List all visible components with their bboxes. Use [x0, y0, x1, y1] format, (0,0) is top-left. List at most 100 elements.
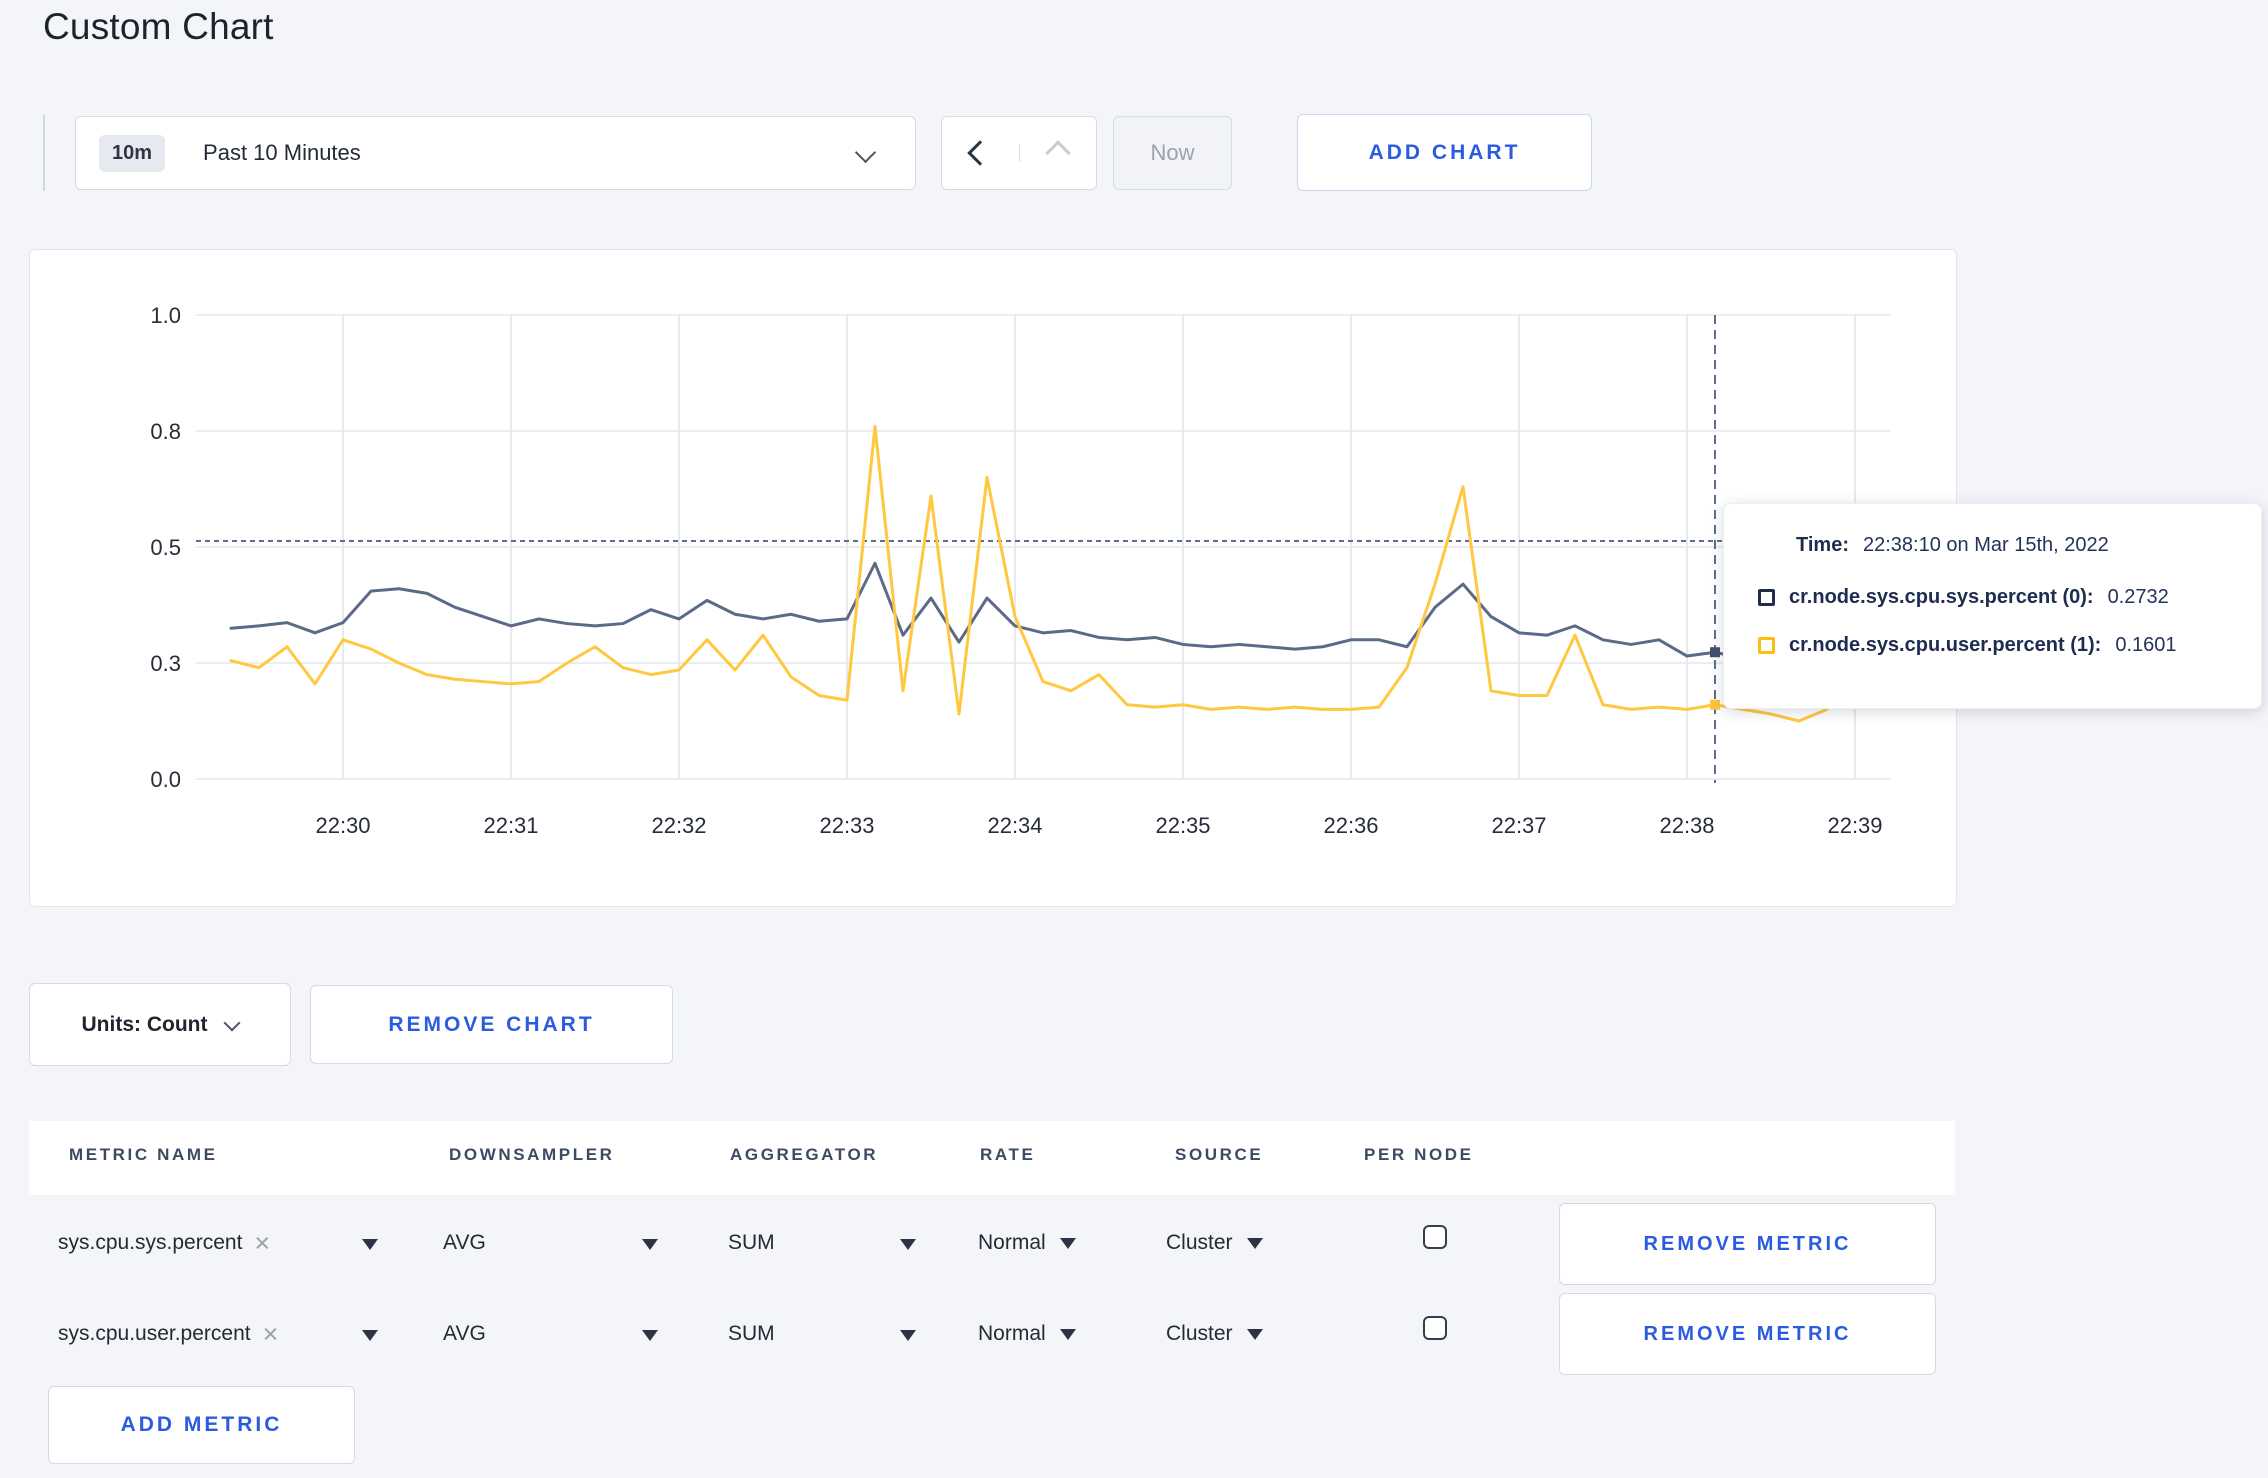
dropdown-arrow-icon[interactable]	[900, 1239, 916, 1250]
y-axis-tick-label: 0.0	[150, 767, 181, 792]
sys-series-swatch-icon	[1758, 589, 1775, 606]
user-percent-line	[229, 424, 1885, 723]
clear-metric-icon[interactable]: ×	[262, 1319, 279, 1349]
sys-percent-line	[229, 561, 1885, 660]
x-axis-tick-label: 22:31	[483, 813, 538, 838]
rate-select[interactable]: Normal	[978, 1322, 1076, 1346]
y-axis-tick-label: 0.3	[150, 651, 181, 676]
dropdown-arrow-icon	[1059, 1328, 1076, 1340]
time-nav-group	[941, 116, 1097, 190]
column-header-per-node: PER NODE	[1364, 1145, 1474, 1164]
chevron-left-icon	[967, 140, 993, 166]
metrics-table-header: METRIC NAME DOWNSAMPLER AGGREGATOR RATE …	[29, 1121, 1955, 1195]
per-node-checkbox[interactable]	[1423, 1225, 1447, 1249]
checkbox-icon	[1423, 1225, 1447, 1249]
user-series-swatch-icon	[1758, 637, 1775, 654]
x-axis-tick-label: 22:32	[651, 813, 706, 838]
add-metric-label: ADD METRIC	[120, 1413, 283, 1436]
x-axis-tick-label: 22:36	[1323, 813, 1378, 838]
dropdown-arrow-icon[interactable]	[642, 1239, 658, 1250]
add-chart-button[interactable]: ADD CHART	[1297, 114, 1592, 191]
dropdown-arrow-icon	[1246, 1237, 1263, 1249]
rate-value: Normal	[978, 1322, 1046, 1345]
add-chart-label: ADD CHART	[1368, 140, 1521, 164]
tooltip-time-label: Time:	[1796, 534, 1849, 556]
tooltip-series-value: 0.2732	[2107, 586, 2169, 608]
x-axis-tick-label: 22:34	[987, 813, 1042, 838]
toolbar-divider	[43, 115, 45, 191]
downsampler-value: AVG	[443, 1322, 486, 1345]
rate-select[interactable]: Normal	[978, 1231, 1076, 1255]
dropdown-arrow-icon	[1059, 1237, 1076, 1249]
chevron-down-icon	[223, 1014, 241, 1032]
dropdown-arrow-icon	[1246, 1328, 1263, 1340]
time-range-label: Past 10 Minutes	[203, 140, 361, 165]
chevron-right-icon	[1045, 140, 1071, 166]
add-metric-button[interactable]: ADD METRIC	[48, 1386, 355, 1464]
tooltip-series-label: cr.node.sys.cpu.user.percent (1):	[1789, 634, 2102, 656]
metric-table-row: sys.cpu.sys.percent × AVG SUM Normal Clu…	[29, 1199, 1955, 1290]
x-axis-tick-label: 22:30	[315, 813, 370, 838]
remove-metric-label: REMOVE METRIC	[1643, 1322, 1852, 1345]
metric-name-select[interactable]: sys.cpu.sys.percent ×	[58, 1228, 271, 1258]
x-axis-tick-label: 22:38	[1659, 813, 1714, 838]
downsampler-select[interactable]: AVG	[443, 1231, 486, 1255]
dropdown-arrow-icon[interactable]	[900, 1330, 916, 1341]
clear-metric-icon[interactable]: ×	[254, 1228, 271, 1258]
page-title: Custom Chart	[43, 6, 274, 47]
time-range-badge: 10m	[99, 134, 166, 172]
metric-name-value: sys.cpu.user.percent	[58, 1322, 251, 1345]
y-axis-tick-label: 0.8	[150, 419, 181, 444]
metric-table-row: sys.cpu.user.percent × AVG SUM Normal Cl…	[29, 1290, 1955, 1381]
rate-value: Normal	[978, 1231, 1046, 1254]
next-time-button[interactable]	[1020, 140, 1097, 166]
y-axis-tick-label: 0.5	[150, 535, 181, 560]
column-header-metric-name: METRIC NAME	[69, 1145, 218, 1164]
aggregator-select[interactable]: SUM	[728, 1322, 775, 1346]
now-button[interactable]: Now	[1113, 116, 1232, 190]
column-header-rate: RATE	[980, 1145, 1036, 1164]
per-node-checkbox[interactable]	[1423, 1316, 1447, 1340]
aggregator-value: SUM	[728, 1231, 775, 1254]
chevron-down-icon	[854, 141, 877, 164]
downsampler-select[interactable]: AVG	[443, 1322, 486, 1346]
source-select[interactable]: Cluster	[1166, 1231, 1263, 1255]
x-axis-tick-label: 22:35	[1155, 813, 1210, 838]
tooltip-series-value: 0.1601	[2115, 634, 2177, 656]
downsampler-value: AVG	[443, 1231, 486, 1254]
x-axis-tick-label: 22:39	[1827, 813, 1882, 838]
y-axis-tick-label: 1.0	[150, 303, 181, 328]
dropdown-arrow-icon[interactable]	[362, 1330, 378, 1341]
chart-tooltip: Time: 22:38:10 on Mar 15th, 2022 cr.node…	[1723, 503, 2262, 709]
remove-chart-label: REMOVE CHART	[388, 1012, 595, 1036]
x-axis-tick-label: 22:37	[1491, 813, 1546, 838]
remove-metric-label: REMOVE METRIC	[1643, 1232, 1852, 1255]
column-header-aggregator: AGGREGATOR	[730, 1145, 879, 1164]
prev-time-button[interactable]	[942, 140, 1020, 166]
dropdown-arrow-icon[interactable]	[362, 1239, 378, 1250]
tooltip-time-row: Time: 22:38:10 on Mar 15th, 2022	[1796, 534, 2109, 557]
tooltip-series-row: cr.node.sys.cpu.user.percent (1): 0.1601	[1758, 634, 2177, 657]
source-value: Cluster	[1166, 1322, 1233, 1345]
dropdown-arrow-icon[interactable]	[642, 1330, 658, 1341]
user-hover-point	[1710, 699, 1720, 710]
remove-chart-button[interactable]: REMOVE CHART	[310, 985, 673, 1064]
aggregator-value: SUM	[728, 1322, 775, 1345]
column-header-source: SOURCE	[1175, 1145, 1264, 1164]
checkbox-icon	[1423, 1316, 1447, 1340]
tooltip-series-label: cr.node.sys.cpu.sys.percent (0):	[1789, 586, 2094, 608]
units-dropdown[interactable]: Units: Count	[29, 983, 291, 1066]
source-select[interactable]: Cluster	[1166, 1322, 1263, 1346]
time-range-dropdown[interactable]: 10m Past 10 Minutes	[75, 116, 916, 190]
column-header-downsampler: DOWNSAMPLER	[449, 1145, 615, 1164]
remove-metric-button[interactable]: REMOVE METRIC	[1559, 1293, 1936, 1375]
aggregator-select[interactable]: SUM	[728, 1231, 775, 1255]
sys-hover-point	[1710, 647, 1720, 658]
remove-metric-button[interactable]: REMOVE METRIC	[1559, 1203, 1936, 1285]
chart-card: 1.0 0.8 0.5 0.3 0.0 22:30 22:31 22:32 22:33 22:34…	[29, 249, 1957, 907]
tooltip-series-row: cr.node.sys.cpu.sys.percent (0): 0.2732	[1758, 586, 2169, 609]
timeseries-chart[interactable]: 1.0 0.8 0.5 0.3 0.0 22:30 22:31 22:32 22:33 22:34…	[30, 250, 1956, 906]
now-button-label: Now	[1150, 140, 1195, 165]
metric-name-select[interactable]: sys.cpu.user.percent ×	[58, 1319, 279, 1349]
